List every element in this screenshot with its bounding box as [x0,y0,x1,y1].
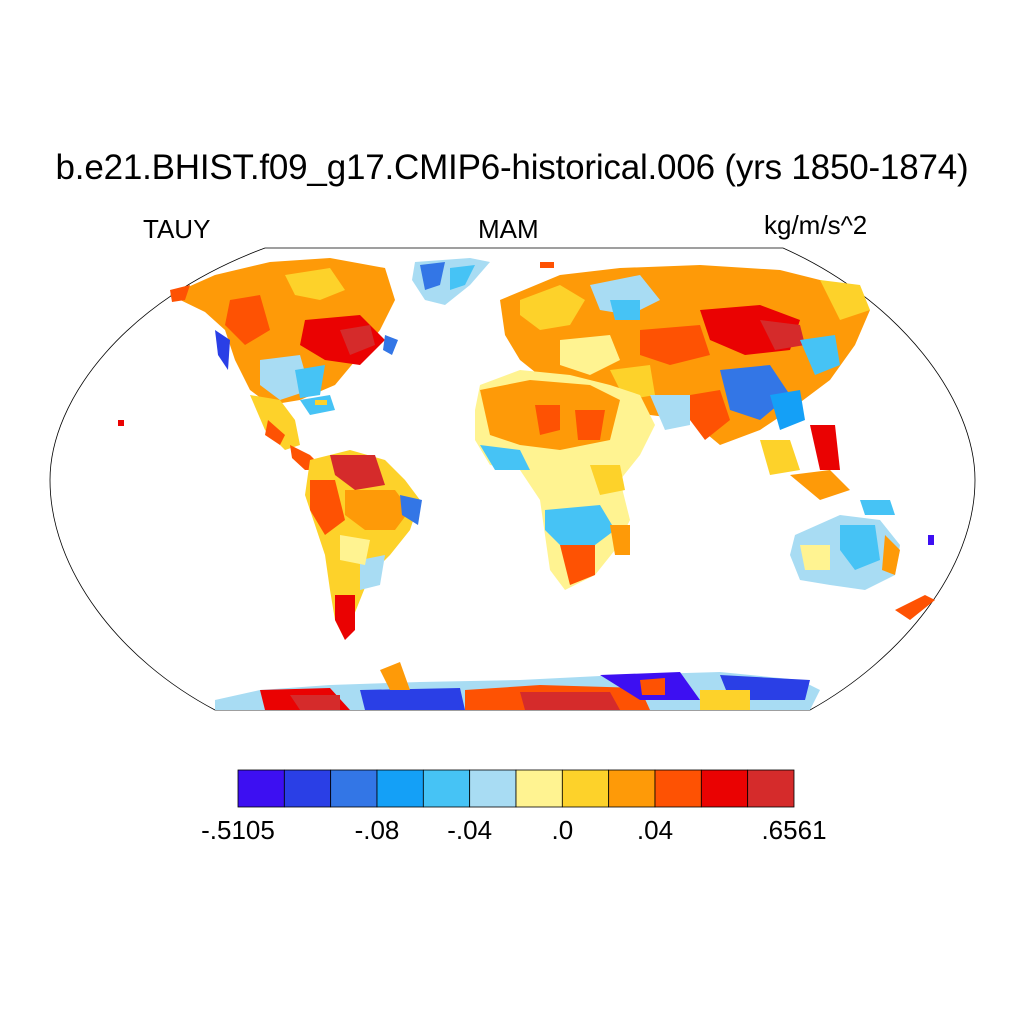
greenland [412,258,490,305]
units-label: kg/m/s^2 [764,210,868,240]
variable-label: TAUY [143,214,211,244]
colorbar-box [330,769,378,808]
colorbar-box [376,769,424,808]
colorbar-box [237,769,285,808]
colorbar-box [469,769,517,808]
season-label: MAM [478,214,539,244]
colorbar-tick-label: -.04 [447,815,493,845]
colorbar-tick-label: .04 [636,815,674,845]
north-america [170,258,398,470]
colorbar-box [608,769,656,808]
colorbar-box [747,769,795,808]
africa [475,370,655,590]
colorbar-box [515,769,563,808]
islands [118,262,934,545]
australia [790,515,935,620]
south-america [305,450,422,640]
colorbar-tick-label: -.08 [354,815,400,845]
colorbar-tick-label: -.5105 [201,815,275,845]
colorbar-tick-label: .6561 [761,815,827,845]
antarctica [215,662,820,710]
colorbar-box [283,769,332,808]
eurasia [500,265,895,515]
colorbar-box [700,769,749,808]
colorbar-box [561,769,610,808]
colorbar-tick-label: .0 [551,815,574,845]
colorbar-box [654,769,702,808]
colorbar-box [422,769,471,808]
plot-title: b.e21.BHIST.f09_g17.CMIP6-historical.006… [55,148,969,187]
